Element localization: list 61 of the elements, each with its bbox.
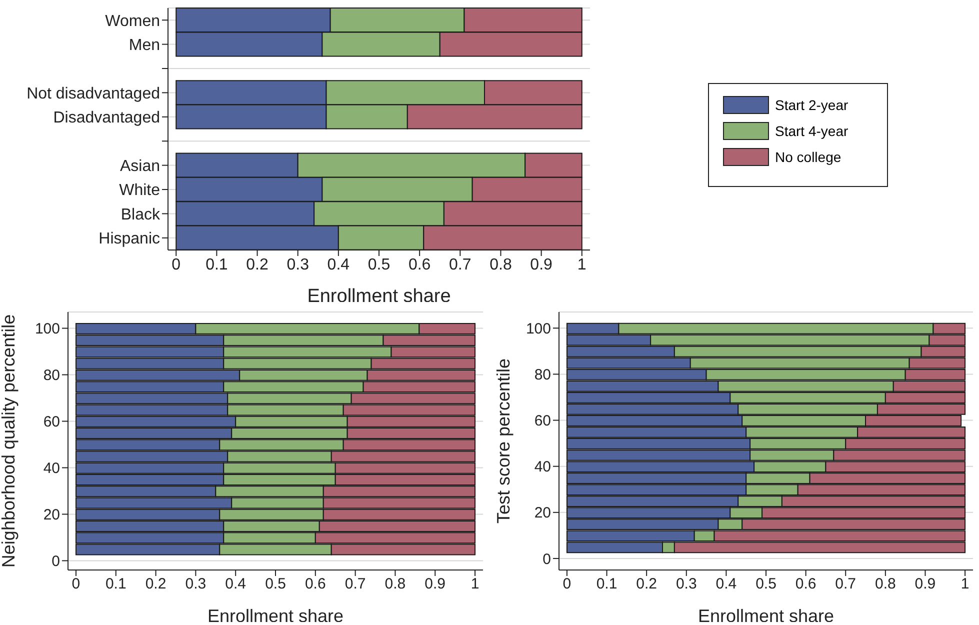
x-tick-label: 0.7 bbox=[344, 576, 366, 593]
x-tick-label: 0.4 bbox=[225, 576, 246, 593]
x-tick-label: 0.5 bbox=[265, 576, 286, 593]
y-tick-label: 40 bbox=[534, 458, 551, 476]
y-tick-label: Black bbox=[120, 206, 161, 224]
x-tick-label: 1 bbox=[960, 576, 970, 593]
y-tick-label: Men bbox=[128, 36, 160, 54]
x-tick-label: 0.1 bbox=[596, 576, 618, 593]
x-tick-label: 0.9 bbox=[530, 256, 553, 274]
legend-label: Start 4-year bbox=[775, 123, 848, 139]
x-tick-label: 0.5 bbox=[756, 576, 776, 593]
y-tick-label: 80 bbox=[534, 366, 551, 384]
y-tick-label: 0 bbox=[542, 550, 551, 568]
x-tick-label: 0.2 bbox=[246, 256, 268, 274]
x-tick-label: 0.6 bbox=[408, 256, 431, 274]
y-tick-label: 100 bbox=[34, 320, 60, 338]
x-axis-title: Enrollment share bbox=[698, 606, 834, 625]
x-tick-label: 1 bbox=[577, 256, 586, 274]
x-tick-label: 0.7 bbox=[449, 256, 472, 274]
y-tick-label: 0 bbox=[52, 553, 60, 570]
legend-label: Start 2-year bbox=[775, 97, 848, 113]
y-tick-label: Disadvantaged bbox=[53, 110, 160, 127]
x-tick-label: 0.8 bbox=[874, 576, 896, 593]
x-tick-label: 1 bbox=[470, 576, 480, 593]
x-tick-label: 0.2 bbox=[636, 576, 658, 593]
x-tick-label: 0.4 bbox=[716, 576, 737, 593]
x-tick-label: 0.1 bbox=[105, 576, 126, 593]
x-tick-label: 0.6 bbox=[304, 576, 326, 593]
y-tick-label: Not disadvantaged bbox=[26, 85, 160, 102]
y-tick-label: 100 bbox=[526, 320, 551, 338]
x-tick-label: 0 bbox=[72, 576, 80, 593]
x-tick-label: 0.2 bbox=[145, 576, 166, 593]
y-tick-label: 20 bbox=[43, 506, 60, 524]
y-tick-label: Hispanic bbox=[98, 230, 160, 248]
y-axis-title: Neighborhood quality percentile bbox=[0, 314, 18, 568]
x-tick-label: 0.8 bbox=[490, 256, 512, 274]
y-tick-label: 40 bbox=[43, 460, 60, 478]
x-tick-label: 0.5 bbox=[368, 256, 390, 274]
x-tick-label: 0.3 bbox=[676, 576, 697, 593]
x-axis-title: Enrollment share bbox=[307, 286, 451, 307]
y-tick-label: 80 bbox=[43, 367, 60, 384]
y-axis-title: Test score percentile bbox=[493, 358, 514, 524]
x-tick-label: 0.9 bbox=[914, 576, 936, 593]
y-tick-label: 20 bbox=[534, 504, 551, 522]
x-tick-label: 0.3 bbox=[185, 576, 206, 593]
y-tick-label: Women bbox=[105, 12, 160, 30]
x-tick-label: 0.9 bbox=[424, 576, 446, 593]
y-tick-label: 60 bbox=[43, 414, 60, 431]
x-tick-label: 0.7 bbox=[835, 576, 856, 593]
y-tick-label: 60 bbox=[534, 412, 551, 430]
y-tick-label: Asian bbox=[120, 158, 160, 175]
legend-label: No college bbox=[775, 149, 842, 165]
x-tick-label: 0.4 bbox=[327, 256, 350, 274]
x-tick-label: 0 bbox=[172, 256, 181, 274]
x-tick-label: 0.3 bbox=[286, 256, 310, 274]
x-tick-label: 0.6 bbox=[795, 576, 816, 593]
x-tick-label: 0.8 bbox=[384, 576, 406, 593]
y-tick-label: White bbox=[119, 182, 160, 200]
x-axis-title: Enrollment share bbox=[207, 606, 344, 625]
x-tick-label: 0.1 bbox=[206, 256, 228, 274]
x-tick-label: 0 bbox=[562, 576, 572, 593]
